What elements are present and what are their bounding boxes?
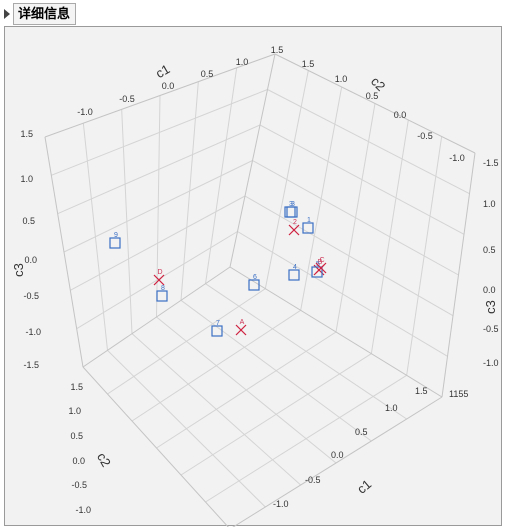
tick-label-c1-bottom: 0.0 bbox=[331, 450, 344, 460]
point-label: C bbox=[319, 257, 324, 264]
point-label: 2 bbox=[293, 219, 297, 226]
tick-label-c1-bottom: 0.5 bbox=[355, 427, 368, 437]
details-disclosure[interactable]: 详细信息 bbox=[4, 3, 77, 25]
tick-label-c1-bottom: -0.5 bbox=[305, 475, 321, 485]
tick-label-c3: 0.5 bbox=[22, 216, 35, 226]
point-label: 1 bbox=[307, 217, 311, 224]
tick-label-c2: 1.5 bbox=[302, 59, 315, 69]
tick-label-c2: 1.0 bbox=[335, 74, 348, 84]
tick-label-c1: 1.5 bbox=[271, 45, 284, 55]
cube-edge bbox=[82, 266, 231, 368]
axis-label-c3-left: c3 bbox=[11, 263, 26, 277]
tick-label-c2-bottom: 1.0 bbox=[68, 406, 81, 416]
grid-line bbox=[76, 231, 238, 330]
cube-edge bbox=[232, 396, 443, 527]
tick-label-c3-right: -0.5 bbox=[483, 324, 499, 334]
tick-label-c3: 0.0 bbox=[24, 255, 37, 265]
axis-label-c3-right: c3 bbox=[483, 300, 498, 314]
point-label: A bbox=[240, 319, 245, 326]
grid-line bbox=[205, 374, 407, 503]
grid-line bbox=[156, 95, 161, 318]
data-point-square bbox=[311, 266, 323, 278]
cube-edge bbox=[229, 53, 276, 268]
tick-label-c3: -0.5 bbox=[23, 291, 39, 301]
tick-label-c2: 0.0 bbox=[394, 110, 407, 120]
data-point-cross bbox=[235, 324, 247, 336]
disclosure-triangle-icon[interactable] bbox=[4, 9, 10, 19]
grid-line bbox=[180, 81, 199, 301]
tick-label-c2: -0.5 bbox=[417, 131, 433, 141]
tick-label-c2: 0.5 bbox=[366, 91, 379, 101]
point-label: 9 bbox=[114, 232, 118, 239]
tick-label-c1: -1.0 bbox=[77, 107, 93, 117]
tick-label-c1: 0.0 bbox=[162, 81, 175, 91]
tick-label-c1: 0.5 bbox=[201, 69, 214, 79]
tick-label-c2-bottom: -0.5 bbox=[71, 480, 87, 490]
tick-label-c3-right: -1.0 bbox=[483, 358, 499, 368]
tick-label-c3-right: 1155 bbox=[449, 389, 468, 399]
cube-edge bbox=[229, 266, 443, 398]
grid-line bbox=[406, 136, 443, 376]
grid-line bbox=[205, 283, 407, 420]
grid-line bbox=[156, 331, 337, 449]
tick-label-c1-bottom: -1.0 bbox=[273, 499, 289, 509]
tick-label-c1-bottom: 1.0 bbox=[385, 403, 398, 413]
cube-edge bbox=[441, 152, 476, 398]
data-point-square bbox=[211, 325, 223, 337]
scatter3d-chart[interactable]: -1.0 -0.5 0.0 0.5 1.0 1.5 -1.0 -0.5 0.0 0.5 1.0 1.5… bbox=[5, 27, 503, 527]
tick-label-c3: 1.5 bbox=[20, 129, 33, 139]
scatter3d-panel[interactable]: -1.0 -0.5 0.0 0.5 1.0 1.5 -1.0 -0.5 0.0 0.5 1.0 1.5… bbox=[4, 26, 503, 527]
point-label: 3 bbox=[291, 201, 295, 208]
details-title: 详细信息 bbox=[13, 3, 77, 25]
grid-line bbox=[205, 67, 238, 284]
point-label: 4 bbox=[293, 264, 297, 271]
cube-edge bbox=[44, 136, 84, 368]
tick-label-c3-right: 1.0 bbox=[483, 199, 496, 209]
point-label: 6 bbox=[253, 274, 257, 281]
tick-label-c1: 1.0 bbox=[236, 57, 249, 67]
tick-label-c2-bottom: 0.5 bbox=[70, 431, 83, 441]
cube-edge bbox=[82, 366, 229, 527]
cube-edge bbox=[274, 53, 476, 154]
tick-label-c2-bottom: 0.0 bbox=[72, 456, 85, 466]
data-point-square bbox=[302, 222, 314, 234]
grid-line bbox=[370, 119, 409, 354]
data-point-square bbox=[109, 237, 121, 249]
cube-edge bbox=[44, 53, 276, 138]
data-point-cross bbox=[153, 274, 165, 286]
data-point-cross bbox=[315, 262, 327, 274]
data-point-cross bbox=[288, 224, 300, 236]
tick-label-c3: -1.0 bbox=[25, 327, 41, 337]
tick-label-c1-bottom: 1.5 bbox=[415, 386, 428, 396]
point-label: 7 bbox=[216, 320, 220, 327]
tick-label-c3: -1.5 bbox=[23, 360, 39, 370]
tick-label-c2: -1.0 bbox=[449, 153, 465, 163]
data-point-square bbox=[156, 290, 168, 302]
tick-label-c3-right: 0.0 bbox=[483, 285, 496, 295]
tick-label-c2-bottom: 1.5 bbox=[70, 382, 83, 392]
point-label: D bbox=[157, 269, 162, 276]
grid-line bbox=[237, 231, 448, 357]
point-label: 8 bbox=[161, 285, 165, 292]
axis-label-c1-bottom: c1 bbox=[354, 476, 374, 496]
point-label: 3 bbox=[289, 201, 293, 208]
tick-label-c3-right: -1.5 bbox=[483, 158, 499, 168]
tick-label-c3-right: 0.5 bbox=[483, 245, 496, 255]
data-point-square bbox=[284, 206, 296, 218]
data-point-square bbox=[288, 269, 300, 281]
axis-label-c2-bottom: c2 bbox=[94, 450, 114, 469]
axis-label-c1: c1 bbox=[153, 61, 172, 81]
point-label: B bbox=[318, 259, 323, 266]
tick-label-c1: -0.5 bbox=[119, 94, 135, 104]
data-point-square bbox=[248, 279, 260, 291]
tick-label-c2-bottom: -1.0 bbox=[75, 505, 91, 515]
tick-label-c3: 1.0 bbox=[20, 174, 33, 184]
